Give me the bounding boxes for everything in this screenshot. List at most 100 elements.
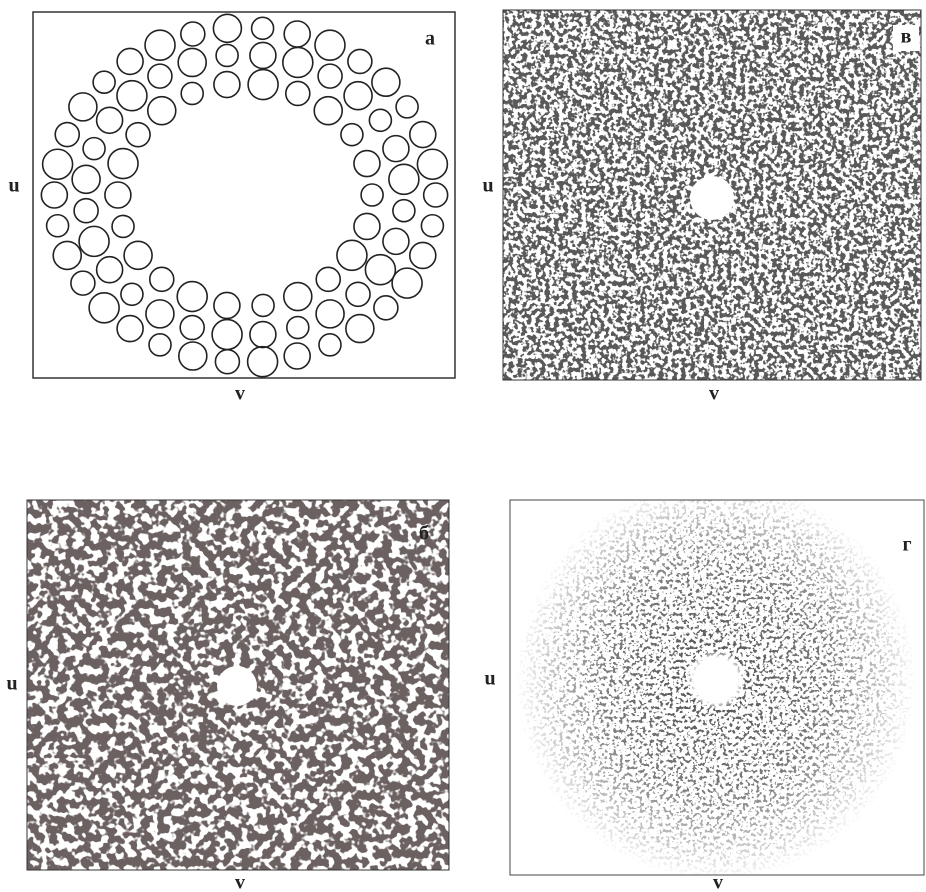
noise [27,500,449,870]
ring-loop [93,71,115,93]
x-axis-label: v [713,872,723,892]
ring-loop [117,81,147,111]
noise [510,500,926,875]
ring-loop [121,283,143,305]
ring-loop [348,49,372,73]
ring-loop [283,47,313,77]
ring-loop [286,81,310,105]
ring-loop [117,48,143,74]
ring-loop [177,282,207,312]
ring-loop [374,296,398,320]
ring-loop [213,14,241,42]
ring-loop [252,294,274,316]
ring-loop [150,267,174,291]
ring-loop [126,123,150,147]
y-axis-label: u [482,175,493,197]
ring-loop [97,107,123,133]
ring-loop [72,165,100,193]
ring-loop [117,316,143,342]
ring-loop [410,242,436,268]
ring-loop [83,138,105,160]
ring-loop [424,183,448,207]
ring-loop [248,347,278,377]
ring-loop [393,200,415,222]
ring-loop [361,184,383,206]
ring-loop [250,42,276,68]
ring-loop [315,30,345,60]
ring-loop [284,21,310,47]
ring-loop [178,48,206,76]
panel-frame [33,12,455,378]
ring-loop [392,268,422,298]
ring-loop [248,70,278,100]
ring-loop [181,82,203,104]
panel-label: г [902,534,911,556]
ring-loop [287,317,309,339]
ring-loop [216,44,238,66]
ring-loop [181,22,205,46]
panel-label: а [425,28,435,50]
ring-loop [179,342,207,370]
ring-loop [43,149,73,179]
ring-loop [417,149,447,179]
texture [510,500,926,875]
ring-structure [41,14,447,376]
ring-loop [369,109,391,131]
ring-loop [389,164,419,194]
ring-loop [148,64,172,88]
x-axis-label: v [235,872,245,892]
ring-loop [344,82,372,110]
panel-label: в [901,26,912,48]
ring-loop [146,300,174,328]
ring-loop [341,124,363,146]
ring-loop [74,199,98,223]
ring-loop [316,267,340,291]
ring-loop [108,149,138,179]
ring-loop [47,215,69,237]
texture [503,10,921,380]
figure: а u v в u v б u v г u v [0,0,926,892]
ring-loop [250,322,276,348]
ring-loop [346,282,370,306]
ring-loop [97,257,123,283]
ring-loop [346,315,374,343]
y-axis-label: u [484,668,495,690]
ring-loop [71,271,95,295]
ring-loop [252,17,274,39]
panel-label: б [419,523,429,545]
ring-loop [212,320,242,350]
ring-loop [284,343,310,369]
ring-loop [372,68,400,96]
ring-loop [55,123,79,147]
x-axis-label: v [235,383,245,405]
ring-loop [149,334,171,356]
ring-loop [354,151,380,177]
ring-loop [145,30,175,60]
ring-loop [421,215,443,237]
ring-loop [53,241,81,269]
ring-loop [215,350,239,374]
ring-loop [180,316,204,340]
ring-loop [383,228,409,254]
ring-loop [365,255,395,285]
ring-loop [79,226,109,256]
ring-loop [214,292,240,318]
ring-loop [148,97,176,125]
noise [503,10,921,380]
ring-loop [124,241,152,269]
ring-loop [410,122,436,148]
ring-loop [112,215,134,237]
ring-loop [41,182,67,208]
ring-loop [354,213,380,239]
ring-loop [314,97,342,125]
y-axis-label: u [8,175,19,197]
ring-loop [214,72,240,98]
ring-loop [337,240,367,270]
ring-loop [319,334,341,356]
texture [27,500,449,870]
ring-loop [316,300,344,328]
ring-loop [383,136,409,162]
ring-loop [396,96,418,118]
ring-loop [318,64,342,88]
ring-loop [105,182,131,208]
